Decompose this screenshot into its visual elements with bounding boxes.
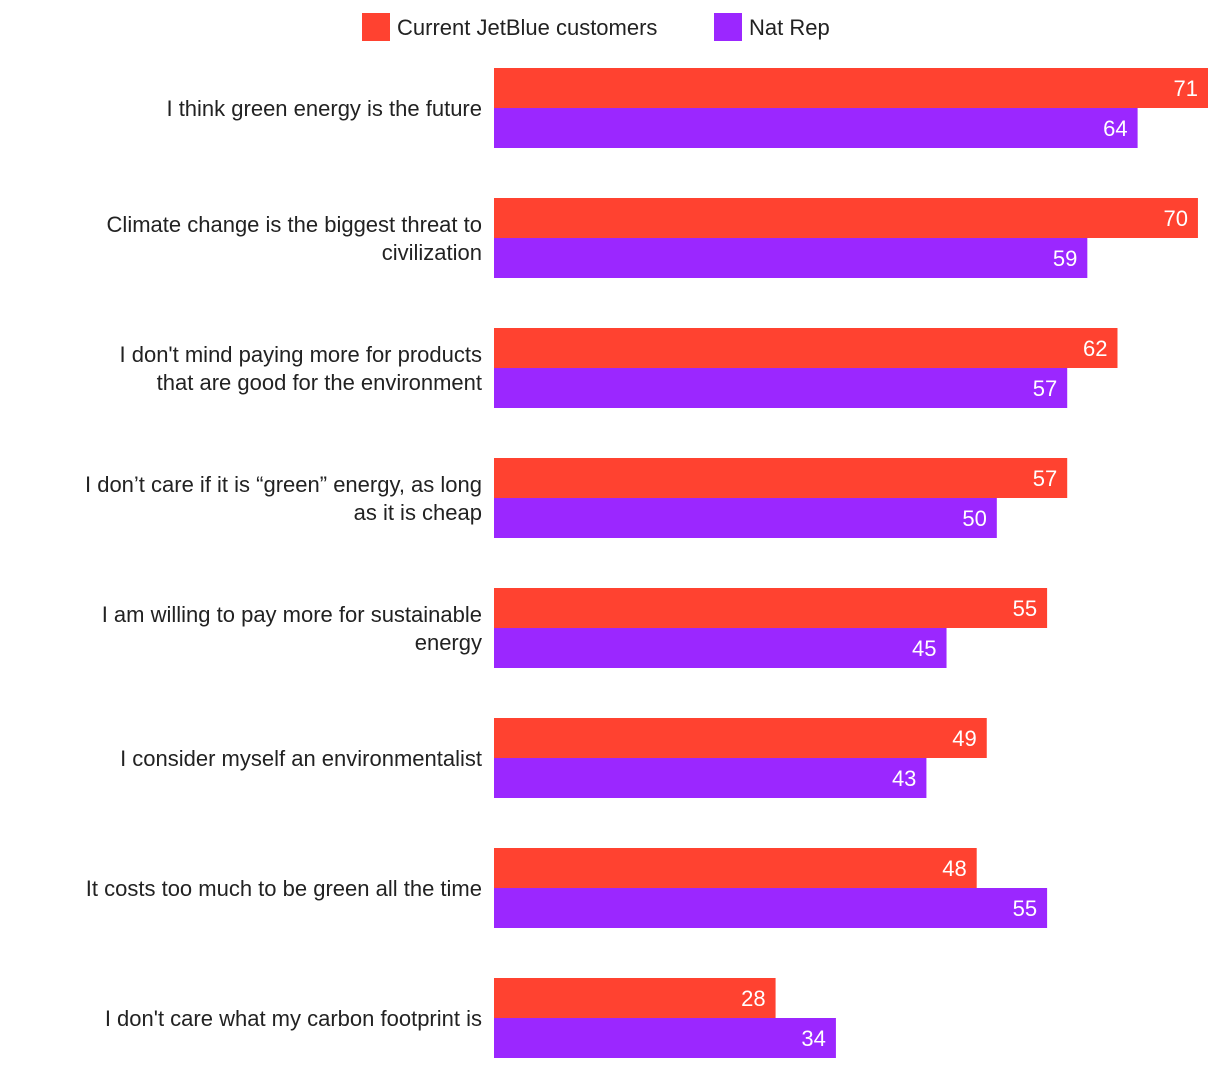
category-label: I am willing to pay more for sustainable bbox=[102, 602, 482, 627]
data-label-jetblue: 71 bbox=[1174, 76, 1198, 101]
category-label: as it is cheap bbox=[354, 500, 482, 525]
data-label-natrep: 50 bbox=[962, 506, 986, 531]
category-label: I think green energy is the future bbox=[166, 96, 482, 121]
data-label-natrep: 57 bbox=[1033, 376, 1057, 401]
data-label-jetblue: 70 bbox=[1163, 206, 1187, 231]
bar-natrep bbox=[494, 498, 997, 538]
category-label: I don't mind paying more for products bbox=[120, 342, 483, 367]
bar-jetblue bbox=[494, 848, 977, 888]
bar-jetblue bbox=[494, 978, 776, 1018]
bar-natrep bbox=[494, 108, 1138, 148]
data-label-natrep: 45 bbox=[912, 636, 936, 661]
legend-swatch-jetblue bbox=[362, 13, 390, 41]
legend-swatch-natrep bbox=[714, 13, 742, 41]
data-label-natrep: 43 bbox=[892, 766, 916, 791]
bar-natrep bbox=[494, 628, 947, 668]
bar-natrep bbox=[494, 368, 1068, 408]
bar-natrep bbox=[494, 1018, 836, 1058]
bar-natrep bbox=[494, 888, 1048, 928]
category-label: I consider myself an environmentalist bbox=[120, 746, 482, 771]
data-label-natrep: 34 bbox=[801, 1026, 825, 1051]
bar-jetblue bbox=[494, 68, 1208, 108]
category-label: I don’t care if it is “green” energy, as… bbox=[85, 472, 482, 497]
data-label-natrep: 59 bbox=[1053, 246, 1077, 271]
data-label-jetblue: 28 bbox=[741, 986, 765, 1011]
data-label-jetblue: 57 bbox=[1033, 466, 1057, 491]
data-label-natrep: 64 bbox=[1103, 116, 1127, 141]
data-label-jetblue: 62 bbox=[1083, 336, 1107, 361]
bar-jetblue bbox=[494, 198, 1198, 238]
category-label: that are good for the environment bbox=[157, 370, 482, 395]
category-label: energy bbox=[415, 630, 482, 655]
data-label-jetblue: 48 bbox=[942, 856, 966, 881]
bar-jetblue bbox=[494, 718, 987, 758]
bar-natrep bbox=[494, 238, 1088, 278]
legend-label-natrep: Nat Rep bbox=[749, 15, 830, 40]
data-label-jetblue: 55 bbox=[1013, 596, 1037, 621]
legend: Current JetBlue customers Nat Rep bbox=[362, 13, 830, 41]
category-label: Climate change is the biggest threat to bbox=[107, 212, 482, 237]
bar-jetblue bbox=[494, 588, 1048, 628]
bar-natrep bbox=[494, 758, 927, 798]
category-label: It costs too much to be green all the ti… bbox=[86, 876, 482, 901]
category-label: civilization bbox=[382, 240, 482, 265]
category-label: I don't care what my carbon footprint is bbox=[105, 1006, 482, 1031]
plot-area: I think green energy is the future 71 64 Cl… bbox=[85, 68, 1208, 1058]
data-label-jetblue: 49 bbox=[952, 726, 976, 751]
data-label-natrep: 55 bbox=[1013, 896, 1037, 921]
bar-jetblue bbox=[494, 328, 1118, 368]
legend-label-jetblue: Current JetBlue customers bbox=[397, 15, 657, 40]
bar-jetblue bbox=[494, 458, 1068, 498]
